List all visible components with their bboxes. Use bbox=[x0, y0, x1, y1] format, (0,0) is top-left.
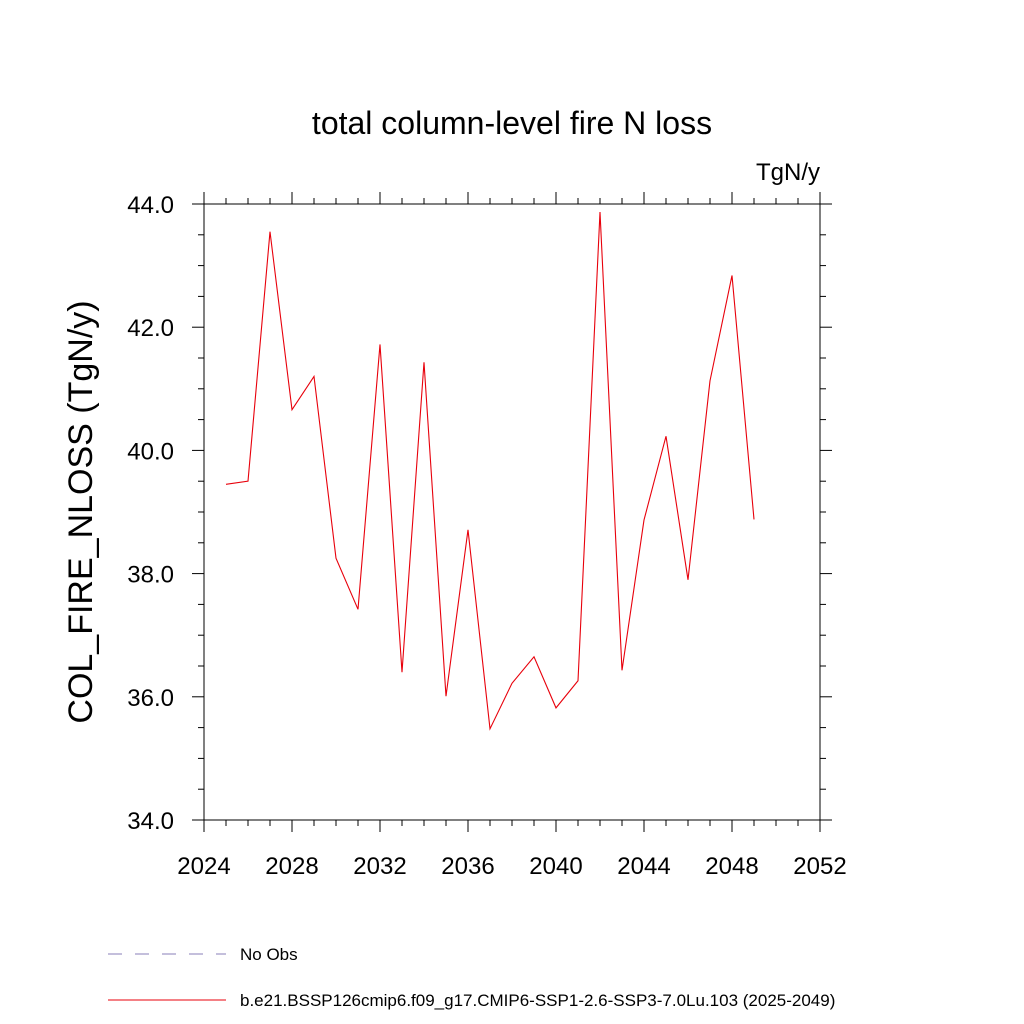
x-axis: 2024 2028 2032 2036 2040 2044 2048 2052 bbox=[177, 192, 847, 880]
x-tick-label: 2028 bbox=[265, 853, 318, 880]
series-layer bbox=[225, 211, 755, 731]
x-tick-label: 2024 bbox=[177, 853, 230, 880]
units-label: TgN/y bbox=[756, 159, 820, 186]
x-tick-label: 2040 bbox=[529, 853, 582, 880]
y-tick-label: 36.0 bbox=[127, 685, 174, 712]
x-tick-label: 2044 bbox=[617, 853, 670, 880]
y-tick-label: 44.0 bbox=[127, 192, 174, 219]
chart-title: total column-level fire N loss bbox=[312, 105, 712, 141]
legend-label: b.e21.BSSP126cmip6.f09_g17.CMIP6-SSP1-2.… bbox=[240, 991, 835, 1010]
legend: No Obs b.e21.BSSP126cmip6.f09_g17.CMIP6-S… bbox=[108, 945, 835, 1010]
y-axis: 34.0 36.0 38.0 40.0 42.0 44.0 bbox=[127, 192, 832, 835]
y-tick-label: 34.0 bbox=[127, 808, 174, 835]
legend-label: No Obs bbox=[240, 945, 298, 964]
y-tick-label: 42.0 bbox=[127, 315, 174, 342]
y-tick-label: 38.0 bbox=[127, 562, 174, 589]
x-tick-label: 2032 bbox=[353, 853, 406, 880]
x-tick-label: 2052 bbox=[793, 853, 846, 880]
x-tick-label: 2048 bbox=[705, 853, 758, 880]
series-line bbox=[225, 211, 755, 731]
y-axis-label: COL_FIRE_NLOSS (TgN/y) bbox=[62, 300, 100, 723]
y-tick-label: 40.0 bbox=[127, 438, 174, 465]
x-tick-label: 2036 bbox=[441, 853, 494, 880]
